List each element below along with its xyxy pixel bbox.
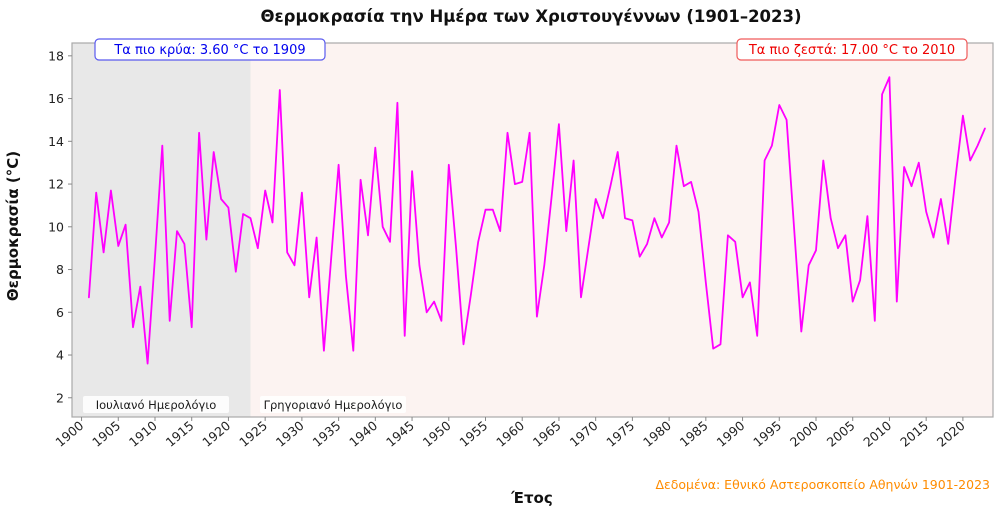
x-tick-label: 2005 [824,418,858,450]
y-axis-ticks: 2 4 6 8 10 12 14 16 18 [48,48,72,405]
x-tick-label: 1975 [603,418,637,450]
x-tick-label: 1900 [52,418,86,450]
x-tick-label: 1945 [383,418,417,450]
x-tick-label: 1980 [640,418,674,450]
x-tick-label: 1915 [163,418,197,450]
chart-title: Θερμοκρασία την Ημέρα των Χριστουγέννων … [260,7,801,26]
julian-calendar-label-group: Ιουλιανό Ημερολόγιο [83,396,229,413]
x-tick-label: 1920 [199,418,233,450]
x-tick-label: 1970 [567,418,601,450]
x-tick-label: 1905 [89,418,123,450]
coldest-annotation-box [94,38,326,61]
y-tick-label: 8 [56,262,64,277]
plot-frame [71,42,994,418]
x-axis-label: Έτος [510,489,552,507]
x-tick-label: 1960 [493,418,527,450]
x-tick-label: 1940 [346,418,380,450]
x-tick-label: 1985 [677,418,711,450]
y-tick-label: 16 [48,91,64,106]
y-axis-label: Θερμοκρασία (°C) [4,151,22,301]
x-tick-label: 1930 [273,418,307,450]
coldest-annotation: Τα πιο κρύα: 3.60 °C το 1909 [94,38,326,61]
temperature-line [88,76,986,365]
x-tick-label: 1995 [750,418,784,450]
x-tick-label: 2020 [934,418,968,450]
y-tick-label: 12 [48,177,64,192]
gregorian-calendar-label: Γρηγοριανό Ημερολόγιο [264,398,403,412]
x-tick-label: 1950 [420,418,454,450]
x-tick-label: 1965 [530,418,564,450]
y-tick-label: 4 [56,348,64,363]
x-tick-label: 1925 [236,418,270,450]
x-tick-label: 1955 [456,418,490,450]
y-tick-label: 10 [48,219,64,234]
coldest-annotation-text: Τα πιο κρύα: 3.60 °C το 1909 [113,43,305,58]
x-tick-label: 2010 [860,418,894,450]
y-tick-label: 18 [48,48,64,63]
x-tick-label: 2015 [897,418,931,450]
warmest-annotation-text: Τα πιο ζεστά: 17.00 °C το 2010 [748,43,955,58]
gregorian-label-box [260,396,406,413]
gregorian-calendar-label-group: Γρηγοριανό Ημερολόγιο [260,396,406,413]
y-tick-label: 6 [56,305,64,320]
warmest-annotation-box [736,38,968,61]
y-tick-label: 2 [56,390,64,405]
x-tick-label: 1935 [310,418,344,450]
x-tick-label: 1990 [714,418,748,450]
y-tick-label: 14 [48,134,64,149]
julian-region [72,43,251,417]
julian-calendar-label: Ιουλιανό Ημερολόγιο [96,398,217,412]
julian-label-box [83,396,229,413]
x-axis-ticks: 1900 1905 1910 1915 1920 1925 1930 1935 1940 1945… [52,417,968,450]
data-credit: Δεδομένα: Εθνικό Αστεροσκοπείο Αθηνών 19… [655,477,990,492]
x-tick-label: 1910 [126,418,160,450]
x-tick-label: 2000 [787,418,821,450]
warmest-annotation: Τα πιο ζεστά: 17.00 °C το 2010 [736,38,968,61]
